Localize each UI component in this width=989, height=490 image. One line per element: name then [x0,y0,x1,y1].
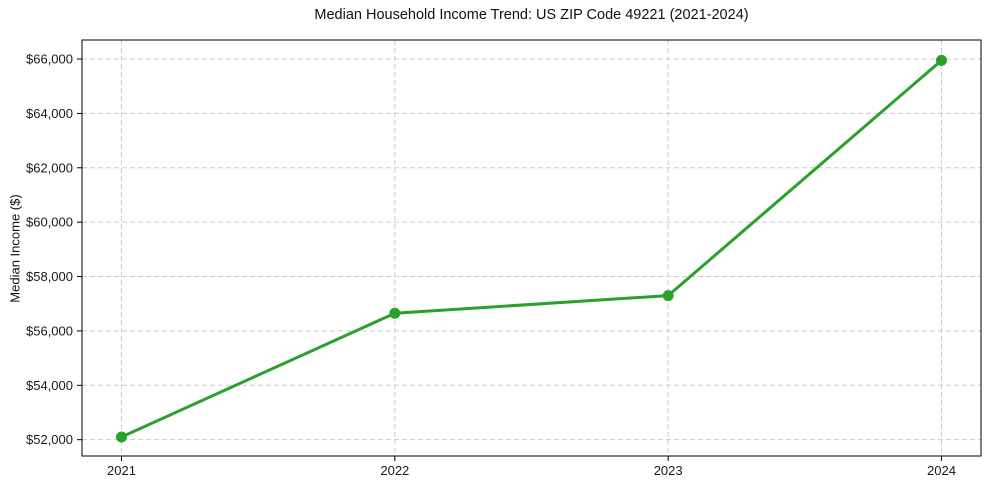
y-tick-label: $66,000 [26,52,73,67]
x-tick-label: 2023 [654,463,683,478]
data-point-marker [936,54,947,66]
income-trend-line [120,58,943,439]
x-tick-label: 2021 [107,463,136,478]
data-point-marker [389,307,401,319]
plot-border [81,39,982,457]
x-tick-label: 2024 [927,463,956,478]
y-tick-label: $52,000 [26,432,73,447]
data-point-marker [662,290,674,302]
y-tick-label: $64,000 [26,106,73,121]
y-tick-label: $54,000 [26,378,73,393]
data-point-marker [116,431,127,443]
x-tick-label: 2022 [380,463,409,478]
y-tick-label: $58,000 [26,269,73,284]
y-tick-label: $60,000 [26,215,73,230]
y-tick-label: $56,000 [26,323,73,338]
y-tick-label: $62,000 [26,160,73,175]
chart-title: Median Household Income Trend: US ZIP Co… [314,7,749,23]
